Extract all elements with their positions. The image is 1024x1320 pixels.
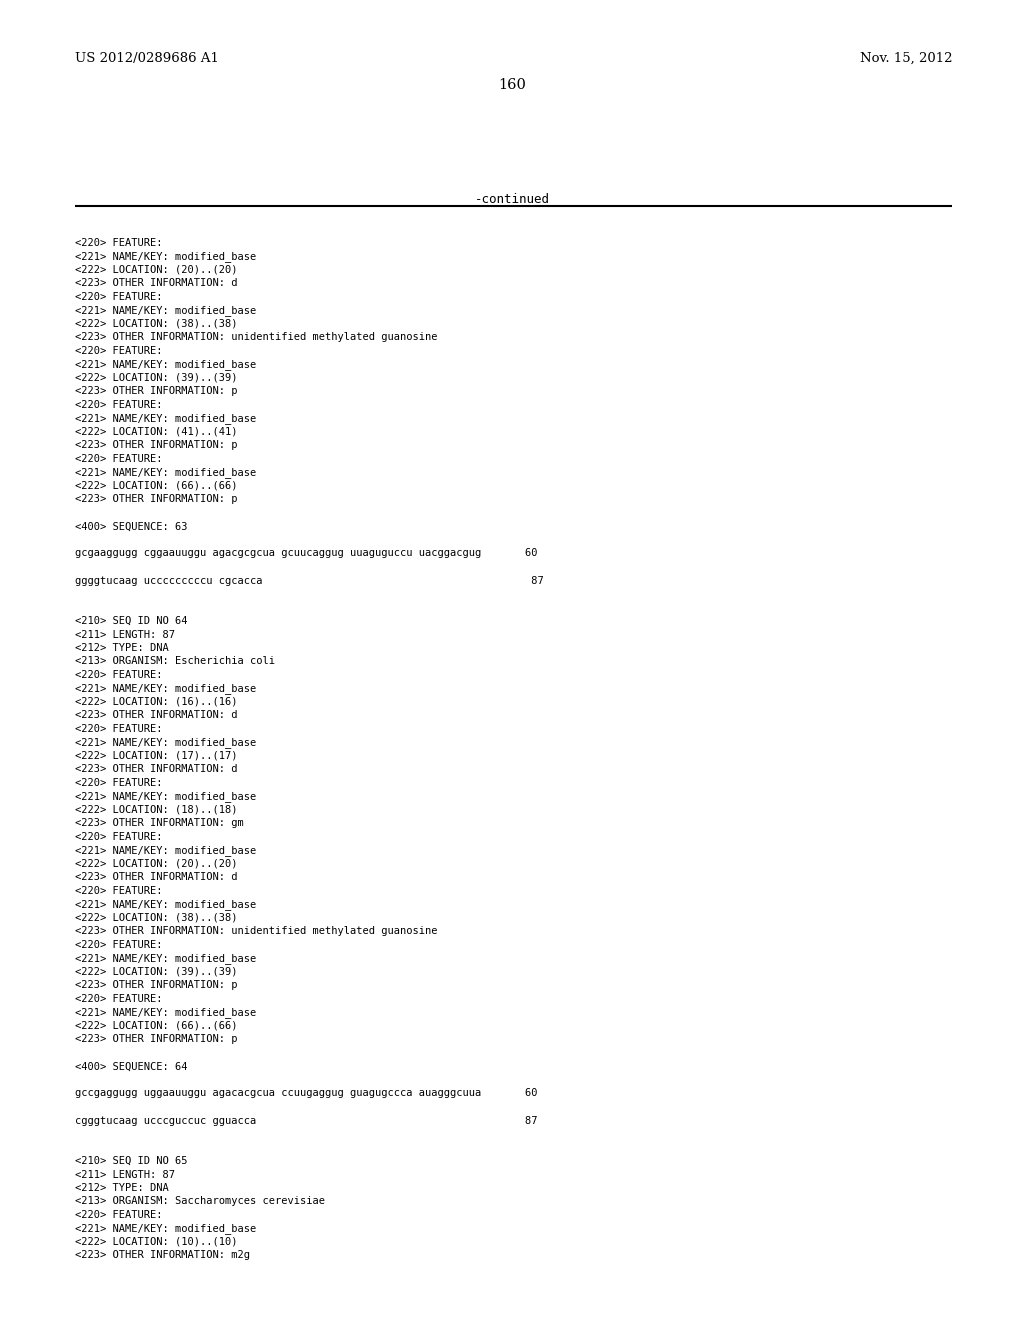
Text: <220> FEATURE:: <220> FEATURE:	[75, 1210, 163, 1220]
Text: <223> OTHER INFORMATION: p: <223> OTHER INFORMATION: p	[75, 441, 238, 450]
Text: <220> FEATURE:: <220> FEATURE:	[75, 886, 163, 896]
Text: <222> LOCATION: (38)..(38): <222> LOCATION: (38)..(38)	[75, 319, 238, 329]
Text: <220> FEATURE:: <220> FEATURE:	[75, 777, 163, 788]
Text: Nov. 15, 2012: Nov. 15, 2012	[859, 51, 952, 65]
Text: <222> LOCATION: (20)..(20): <222> LOCATION: (20)..(20)	[75, 859, 238, 869]
Text: cgggtucaag ucccguccuc gguacca                                           87: cgggtucaag ucccguccuc gguacca 87	[75, 1115, 538, 1126]
Text: gccgaggugg uggaauuggu agacacgcua ccuugaggug guagugccca auagggcuua       60: gccgaggugg uggaauuggu agacacgcua ccuugag…	[75, 1089, 538, 1098]
Text: <213> ORGANISM: Saccharomyces cerevisiae: <213> ORGANISM: Saccharomyces cerevisiae	[75, 1196, 325, 1206]
Text: US 2012/0289686 A1: US 2012/0289686 A1	[75, 51, 219, 65]
Text: <220> FEATURE:: <220> FEATURE:	[75, 400, 163, 411]
Text: <221> NAME/KEY: modified_base: <221> NAME/KEY: modified_base	[75, 792, 256, 803]
Text: <222> LOCATION: (39)..(39): <222> LOCATION: (39)..(39)	[75, 968, 238, 977]
Text: <223> OTHER INFORMATION: p: <223> OTHER INFORMATION: p	[75, 981, 238, 990]
Text: <221> NAME/KEY: modified_base: <221> NAME/KEY: modified_base	[75, 413, 256, 425]
Text: <223> OTHER INFORMATION: d: <223> OTHER INFORMATION: d	[75, 873, 238, 883]
Text: <222> LOCATION: (41)..(41): <222> LOCATION: (41)..(41)	[75, 426, 238, 437]
Text: <220> FEATURE:: <220> FEATURE:	[75, 994, 163, 1005]
Text: <220> FEATURE:: <220> FEATURE:	[75, 346, 163, 356]
Text: <211> LENGTH: 87: <211> LENGTH: 87	[75, 1170, 175, 1180]
Text: <220> FEATURE:: <220> FEATURE:	[75, 238, 163, 248]
Text: <223> OTHER INFORMATION: m2g: <223> OTHER INFORMATION: m2g	[75, 1250, 250, 1261]
Text: <220> FEATURE:: <220> FEATURE:	[75, 832, 163, 842]
Text: <222> LOCATION: (17)..(17): <222> LOCATION: (17)..(17)	[75, 751, 238, 762]
Text: <220> FEATURE:: <220> FEATURE:	[75, 454, 163, 465]
Text: <220> FEATURE:: <220> FEATURE:	[75, 723, 163, 734]
Text: <222> LOCATION: (20)..(20): <222> LOCATION: (20)..(20)	[75, 265, 238, 275]
Text: <220> FEATURE:: <220> FEATURE:	[75, 671, 163, 680]
Text: <221> NAME/KEY: modified_base: <221> NAME/KEY: modified_base	[75, 846, 256, 857]
Text: <211> LENGTH: 87: <211> LENGTH: 87	[75, 630, 175, 639]
Text: <221> NAME/KEY: modified_base: <221> NAME/KEY: modified_base	[75, 899, 256, 911]
Text: <221> NAME/KEY: modified_base: <221> NAME/KEY: modified_base	[75, 953, 256, 965]
Text: <221> NAME/KEY: modified_base: <221> NAME/KEY: modified_base	[75, 305, 256, 317]
Text: <220> FEATURE:: <220> FEATURE:	[75, 940, 163, 950]
Text: <222> LOCATION: (66)..(66): <222> LOCATION: (66)..(66)	[75, 480, 238, 491]
Text: <222> LOCATION: (38)..(38): <222> LOCATION: (38)..(38)	[75, 913, 238, 923]
Text: <223> OTHER INFORMATION: unidentified methylated guanosine: <223> OTHER INFORMATION: unidentified me…	[75, 333, 437, 342]
Text: <222> LOCATION: (66)..(66): <222> LOCATION: (66)..(66)	[75, 1020, 238, 1031]
Text: 160: 160	[498, 78, 526, 92]
Text: <221> NAME/KEY: modified_base: <221> NAME/KEY: modified_base	[75, 467, 256, 478]
Text: <212> TYPE: DNA: <212> TYPE: DNA	[75, 1183, 169, 1193]
Text: <221> NAME/KEY: modified_base: <221> NAME/KEY: modified_base	[75, 252, 256, 263]
Text: <220> FEATURE:: <220> FEATURE:	[75, 292, 163, 302]
Text: <222> LOCATION: (16)..(16): <222> LOCATION: (16)..(16)	[75, 697, 238, 708]
Text: <221> NAME/KEY: modified_base: <221> NAME/KEY: modified_base	[75, 1007, 256, 1019]
Text: <223> OTHER INFORMATION: gm: <223> OTHER INFORMATION: gm	[75, 818, 244, 829]
Text: <223> OTHER INFORMATION: d: <223> OTHER INFORMATION: d	[75, 710, 238, 721]
Text: <221> NAME/KEY: modified_base: <221> NAME/KEY: modified_base	[75, 359, 256, 371]
Text: <223> OTHER INFORMATION: d: <223> OTHER INFORMATION: d	[75, 279, 238, 289]
Text: <210> SEQ ID NO 64: <210> SEQ ID NO 64	[75, 616, 187, 626]
Text: <223> OTHER INFORMATION: d: <223> OTHER INFORMATION: d	[75, 764, 238, 775]
Text: <221> NAME/KEY: modified_base: <221> NAME/KEY: modified_base	[75, 684, 256, 694]
Text: <210> SEQ ID NO 65: <210> SEQ ID NO 65	[75, 1156, 187, 1166]
Text: <222> LOCATION: (10)..(10): <222> LOCATION: (10)..(10)	[75, 1237, 238, 1247]
Text: <222> LOCATION: (18)..(18): <222> LOCATION: (18)..(18)	[75, 805, 238, 814]
Text: <223> OTHER INFORMATION: unidentified methylated guanosine: <223> OTHER INFORMATION: unidentified me…	[75, 927, 437, 936]
Text: gcgaaggugg cggaauuggu agacgcgcua gcuucaggug uuaguguccu uacggacgug       60: gcgaaggugg cggaauuggu agacgcgcua gcuucag…	[75, 549, 538, 558]
Text: <213> ORGANISM: Escherichia coli: <213> ORGANISM: Escherichia coli	[75, 656, 275, 667]
Text: <223> OTHER INFORMATION: p: <223> OTHER INFORMATION: p	[75, 387, 238, 396]
Text: ggggtucaag ucccccccccu cgcacca                                           87: ggggtucaag ucccccccccu cgcacca 87	[75, 576, 544, 586]
Text: <223> OTHER INFORMATION: p: <223> OTHER INFORMATION: p	[75, 495, 238, 504]
Text: <222> LOCATION: (39)..(39): <222> LOCATION: (39)..(39)	[75, 374, 238, 383]
Text: <212> TYPE: DNA: <212> TYPE: DNA	[75, 643, 169, 653]
Text: <400> SEQUENCE: 63: <400> SEQUENCE: 63	[75, 521, 187, 532]
Text: <223> OTHER INFORMATION: p: <223> OTHER INFORMATION: p	[75, 1035, 238, 1044]
Text: <221> NAME/KEY: modified_base: <221> NAME/KEY: modified_base	[75, 738, 256, 748]
Text: <400> SEQUENCE: 64: <400> SEQUENCE: 64	[75, 1061, 187, 1072]
Text: <221> NAME/KEY: modified_base: <221> NAME/KEY: modified_base	[75, 1224, 256, 1234]
Text: -continued: -continued	[474, 193, 550, 206]
